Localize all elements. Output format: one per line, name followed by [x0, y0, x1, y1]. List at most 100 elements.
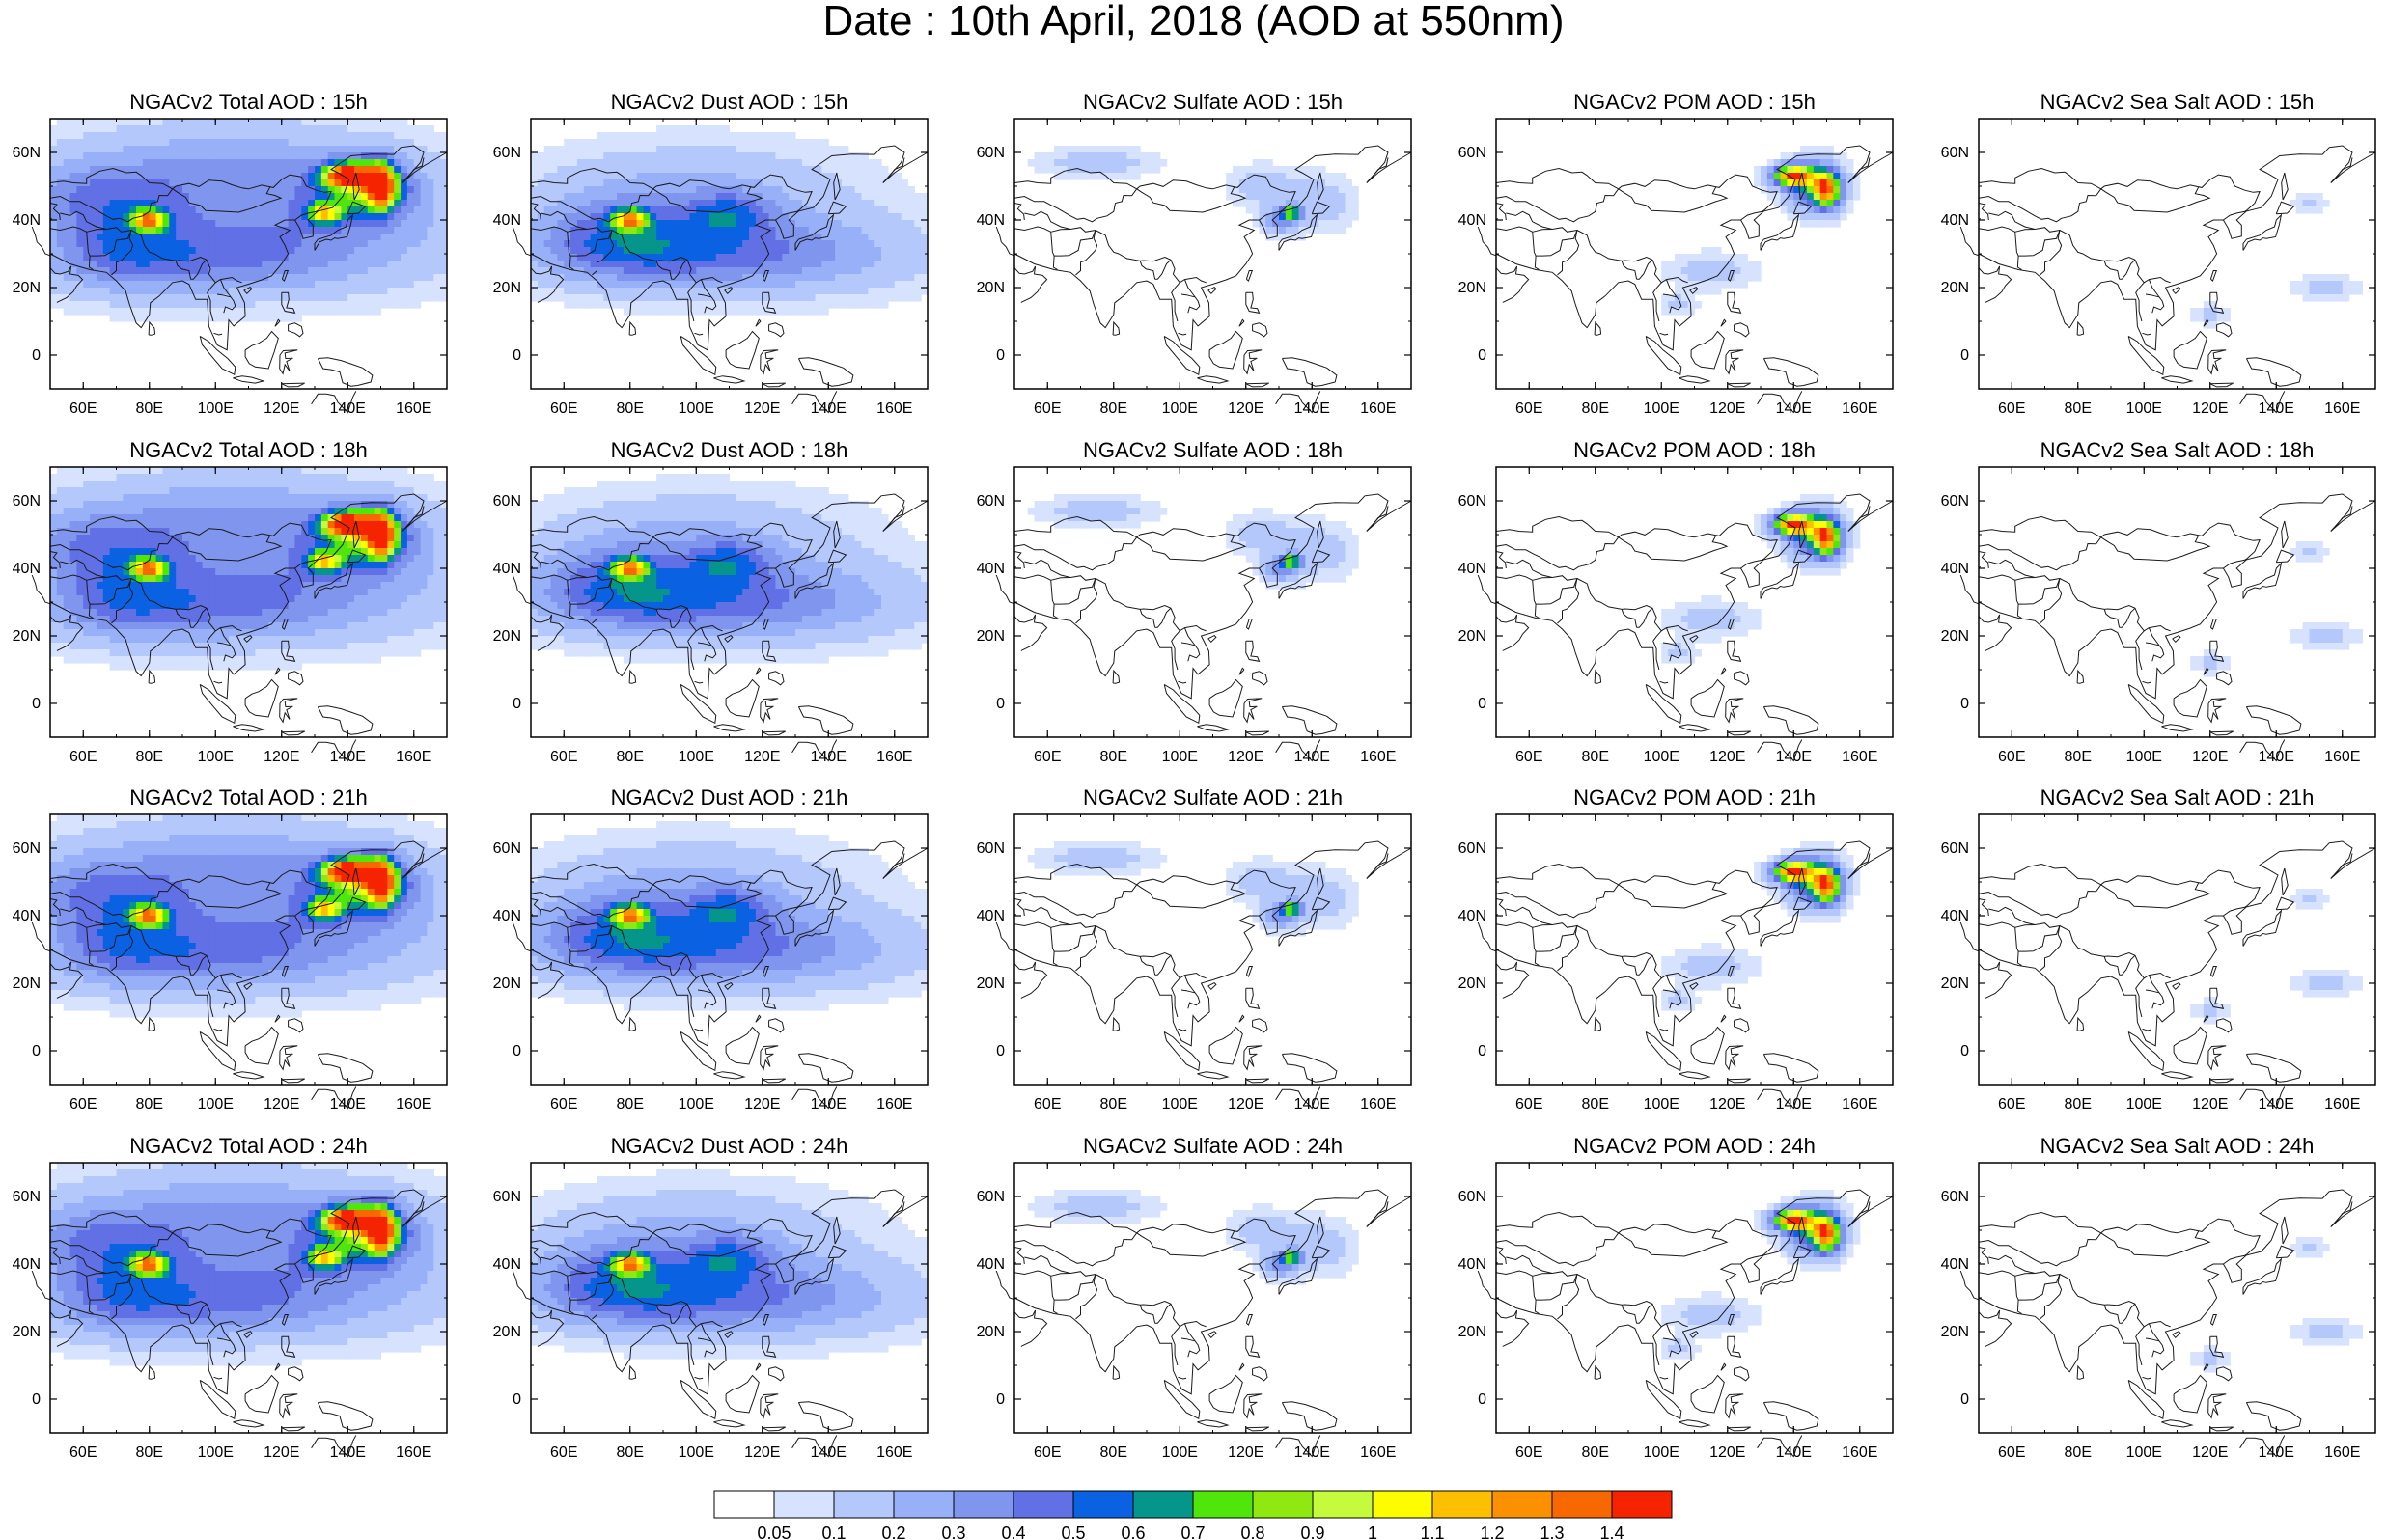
y-tick-label: 20N: [977, 976, 1005, 992]
coastlines: [512, 145, 929, 414]
x-tick-label: 60E: [69, 400, 97, 417]
map-panel: NGACv2 Sea Salt AOD : 15h 60E 80E 100E 120E 1…: [1941, 90, 2376, 417]
x-tick-label: 60E: [1998, 1444, 2025, 1461]
panel-title: NGACv2 Dust AOD : 21h: [611, 785, 848, 810]
aod-field: [531, 474, 929, 664]
x-tick-label: 120E: [744, 749, 780, 765]
x-tick-label: 80E: [1582, 1444, 1609, 1461]
x-tick-label: 140E: [1776, 400, 1812, 417]
x-tick-label: 100E: [679, 1444, 714, 1461]
map-panel: NGACv2 Dust AOD : 21h 60E 80E 100E 120E 140E 1…: [493, 785, 929, 1113]
y-tick-label: 0: [513, 696, 521, 712]
y-tick-label: 0: [1960, 1391, 1969, 1408]
y-tick-label: 20N: [1458, 628, 1486, 645]
panel-title: NGACv2 Dust AOD : 24h: [611, 1134, 848, 1158]
y-tick-label: 20N: [493, 628, 521, 645]
x-tick-label: 100E: [1644, 1444, 1679, 1461]
x-tick-label: 120E: [2192, 400, 2228, 417]
aod-field: [50, 467, 448, 671]
colorbar-swatch: [1132, 1490, 1194, 1519]
map-panel: NGACv2 Sulfate AOD : 18h 60E 80E 100E 120E 14…: [977, 438, 1412, 765]
x-tick-label: 140E: [330, 1444, 366, 1461]
map-panel: NGACv2 POM AOD : 24h 60E 80E 100E 120E 140E 16…: [1458, 1134, 1894, 1461]
y-tick-label: 20N: [977, 628, 1005, 645]
y-tick-label: 40N: [977, 908, 1005, 924]
x-tick-label: 60E: [69, 749, 97, 765]
figure-title: Date : 10th April, 2018 (AOD at 550nm): [822, 0, 1565, 44]
aod-field: [1661, 1190, 1861, 1360]
y-tick-label: 60N: [1941, 840, 1969, 857]
panel-title: NGACv2 Sulfate AOD : 21h: [1083, 785, 1343, 810]
x-tick-label: 140E: [811, 400, 847, 417]
colorbar-swatch: [1431, 1490, 1493, 1519]
y-tick-label: 60N: [1941, 1189, 1969, 1205]
y-tick-label: 60N: [493, 1189, 521, 1205]
aod-field: [1661, 841, 1861, 1011]
colorbar-swatch: [1312, 1490, 1374, 1519]
x-tick-label: 80E: [1100, 1096, 1127, 1113]
aod-field: [2190, 1237, 2363, 1373]
y-tick-label: 60N: [13, 145, 41, 161]
y-tick-label: 0: [1960, 1043, 1969, 1059]
panel-title: NGACv2 Sea Salt AOD : 18h: [2040, 438, 2315, 462]
coastlines: [1959, 493, 2376, 762]
y-tick-label: 20N: [13, 1324, 41, 1340]
colorbar-swatch: [1551, 1490, 1613, 1519]
y-tick-label: 60N: [977, 145, 1005, 161]
x-tick-label: 120E: [1228, 1444, 1263, 1461]
x-tick-label: 100E: [198, 749, 234, 765]
map-panel: NGACv2 Dust AOD : 24h 60E 80E 100E 120E 140E 1…: [493, 1134, 929, 1461]
y-tick-label: 0: [1478, 696, 1486, 712]
x-tick-label: 120E: [1709, 400, 1745, 417]
x-tick-label: 160E: [2324, 400, 2360, 417]
y-tick-label: 0: [32, 1391, 41, 1408]
x-tick-label: 160E: [396, 1096, 431, 1113]
y-tick-label: 40N: [977, 1256, 1005, 1273]
colorbar-swatch: [1192, 1490, 1254, 1519]
x-tick-label: 160E: [1842, 400, 1877, 417]
map-panel: NGACv2 Total AOD : 24h 60E 80E 100E 120E 140E…: [13, 1134, 448, 1461]
map-panel: NGACv2 POM AOD : 15h 60E 80E 100E 120E 140E 16…: [1458, 90, 1894, 417]
colorbar-swatch: [773, 1490, 835, 1519]
y-tick-label: 40N: [1458, 908, 1486, 924]
x-tick-label: 140E: [1776, 1096, 1812, 1113]
y-tick-label: 0: [1478, 1043, 1486, 1059]
x-tick-label: 140E: [811, 1444, 847, 1461]
y-tick-label: 0: [996, 1043, 1005, 1059]
y-tick-label: 0: [32, 347, 41, 364]
y-tick-label: 40N: [1458, 212, 1486, 229]
x-tick-label: 80E: [1100, 400, 1127, 417]
x-tick-label: 160E: [396, 400, 431, 417]
y-tick-label: 40N: [1941, 212, 1969, 229]
y-tick-label: 0: [513, 347, 521, 364]
coastlines: [1477, 493, 1894, 762]
map-panel: NGACv2 POM AOD : 21h 60E 80E 100E 120E 140E 16…: [1458, 785, 1894, 1113]
aod-field: [1661, 146, 1861, 316]
x-tick-label: 160E: [396, 1444, 431, 1461]
x-tick-label: 120E: [1228, 1096, 1263, 1113]
y-tick-label: 60N: [1458, 145, 1486, 161]
x-tick-label: 80E: [1100, 1444, 1127, 1461]
x-tick-label: 140E: [2259, 400, 2294, 417]
y-tick-label: 60N: [977, 493, 1005, 509]
x-tick-label: 80E: [2065, 1096, 2092, 1113]
coastlines: [1959, 1189, 2376, 1458]
y-tick-label: 60N: [13, 840, 41, 857]
panel-title: NGACv2 POM AOD : 18h: [1573, 438, 1816, 462]
x-tick-label: 80E: [617, 1444, 644, 1461]
x-tick-label: 80E: [1582, 749, 1609, 765]
panel-title: NGACv2 Total AOD : 18h: [129, 438, 368, 462]
aod-field: [531, 821, 929, 1011]
colorbar-label: 0.3: [941, 1524, 965, 1540]
colorbar-swatch: [1372, 1490, 1433, 1519]
y-tick-label: 20N: [1941, 628, 1969, 645]
y-tick-label: 60N: [493, 145, 521, 161]
x-tick-label: 160E: [1360, 749, 1396, 765]
x-tick-label: 100E: [1162, 1444, 1198, 1461]
y-tick-label: 40N: [13, 1256, 41, 1273]
map-panel: NGACv2 Dust AOD : 18h 60E 80E 100E 120E 140E 1…: [493, 438, 929, 765]
x-tick-label: 140E: [2259, 749, 2294, 765]
coastlines: [1959, 145, 2376, 414]
colorbar-swatch: [1491, 1490, 1553, 1519]
y-tick-label: 60N: [1941, 145, 1969, 161]
